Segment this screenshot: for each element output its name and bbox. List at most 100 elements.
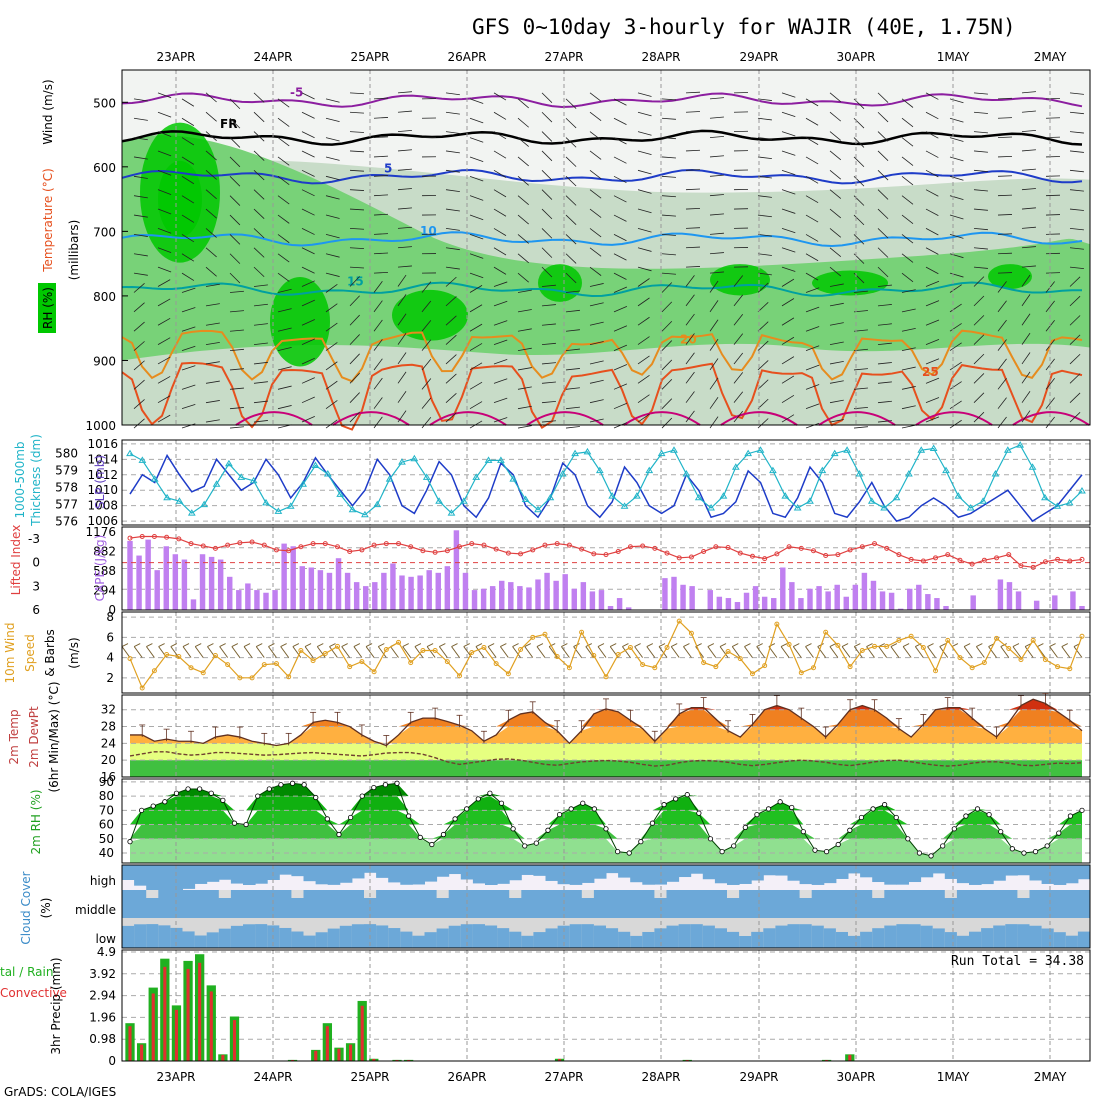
wind-barb	[1069, 392, 1081, 403]
chart-title: GFS 0~10day 3-hourly for WAJIR (40E, 1.7…	[472, 15, 1016, 39]
cloud-low-cell	[944, 932, 958, 948]
wind-barb	[997, 416, 1007, 429]
surface-barb	[243, 646, 253, 658]
cloud-middle-cell	[569, 890, 583, 918]
wind-barb	[1069, 353, 1081, 365]
surface-barb	[133, 646, 143, 658]
wind-barb	[373, 281, 383, 293]
wind-barb	[1021, 313, 1031, 326]
wind-speed-point	[957, 655, 963, 661]
cloud-low-cell	[714, 928, 728, 948]
wind-barb	[997, 252, 1013, 255]
wind-speed-point	[261, 662, 267, 668]
wind-barb	[661, 359, 673, 371]
wind-barb	[829, 419, 844, 423]
wind-barb	[469, 195, 484, 201]
surface-barb	[914, 646, 924, 658]
rh-core	[140, 122, 220, 263]
wind-barb	[805, 306, 820, 313]
wind-speed-point	[591, 653, 597, 659]
surface-barb	[951, 643, 959, 647]
cloud-high-cell	[400, 865, 413, 885]
li-point	[151, 533, 157, 539]
rh-point	[731, 843, 737, 849]
wind-barb	[685, 313, 695, 326]
wind-speed-point	[810, 665, 816, 671]
surface-barb	[927, 646, 936, 658]
wind-barb	[589, 399, 604, 404]
surface-barb	[304, 646, 314, 658]
wind-barb	[397, 130, 412, 132]
cape-bar	[399, 575, 405, 610]
cloud-middle-cell	[981, 890, 994, 918]
pressure-tick-label: 900	[93, 354, 116, 368]
wind-barb	[949, 361, 962, 371]
cape-bar	[816, 586, 822, 610]
surface-barb	[902, 643, 910, 647]
date-tick-label: 24APR	[253, 1070, 292, 1084]
cape-bar	[625, 607, 632, 610]
warm-dome	[526, 411, 604, 426]
thickness-point	[843, 446, 851, 453]
rh-point	[835, 841, 841, 848]
date-tick-label: 25APR	[350, 50, 389, 64]
cloud-middle-cell	[606, 890, 619, 918]
rh-legend-swatch	[38, 283, 56, 333]
wind-barb	[757, 195, 772, 198]
thickness-point	[867, 497, 876, 504]
rh-band-mid	[122, 135, 1090, 361]
cloud-low-cell	[1005, 924, 1018, 948]
cape-bar	[825, 591, 831, 610]
cloud-high-cell	[581, 865, 595, 883]
cloud-high-cell	[727, 865, 740, 885]
wind-barb	[709, 97, 724, 100]
wind-barb	[853, 368, 868, 371]
surface-barb	[438, 646, 448, 658]
axis-title: (%)	[39, 898, 53, 919]
cape-bar	[870, 580, 877, 610]
wind-barb	[229, 368, 244, 371]
wind-barb	[469, 234, 484, 240]
precip-bar-convective	[163, 966, 167, 1061]
wind-barb	[853, 214, 865, 226]
wind-barb	[373, 117, 389, 119]
rh-point	[487, 790, 493, 796]
wind-barb	[973, 208, 988, 211]
wind-barb	[1021, 188, 1036, 191]
wind-barb	[877, 342, 892, 345]
cloud-high-cell	[194, 865, 208, 884]
wind-barb	[925, 150, 939, 158]
wind-barb	[973, 411, 985, 423]
wind-barb	[925, 266, 939, 275]
cloud-low-cell	[206, 932, 220, 948]
date-tick-label: 1MAY	[937, 50, 970, 64]
wind-barb	[733, 294, 744, 307]
surface-barb	[402, 643, 409, 647]
surface-barb	[780, 643, 788, 647]
cape-bar	[798, 598, 804, 610]
wind-barb	[1069, 266, 1084, 270]
rh-point	[498, 800, 505, 806]
rh-point	[255, 793, 261, 799]
isotherm-line	[121, 231, 1083, 248]
wind-barb	[661, 417, 673, 429]
axis-title: 2m RH (%)	[29, 789, 43, 854]
thickness-point	[744, 449, 753, 457]
warm-dome	[623, 411, 701, 426]
wind-barb	[853, 156, 865, 168]
wind-barb	[949, 117, 964, 123]
wind-barb	[589, 266, 602, 276]
cloud-high-cell	[182, 865, 196, 889]
cloud-low-cell	[642, 931, 655, 948]
cloud-high-cell	[823, 865, 837, 884]
wind-barb	[469, 285, 483, 293]
axis-title: Wind (m/s)	[41, 79, 55, 144]
wind-barb	[949, 342, 962, 351]
rh-point	[510, 826, 516, 832]
surface-barb	[365, 643, 373, 647]
wind-barb	[205, 131, 217, 142]
wind-barb	[493, 111, 507, 120]
surface-barb	[1012, 646, 1022, 658]
surface-barb	[316, 646, 326, 658]
wind-barb	[877, 92, 889, 103]
